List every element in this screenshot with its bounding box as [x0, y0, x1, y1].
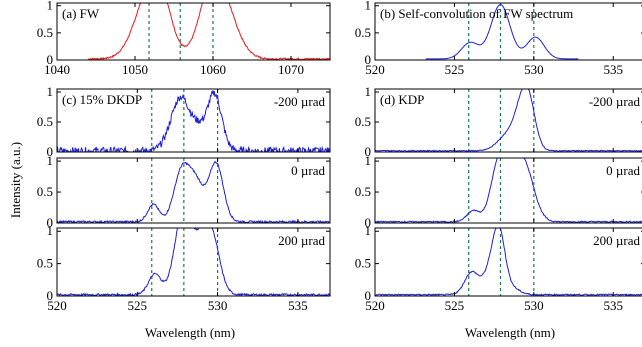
series-line-d1 [375, 89, 642, 152]
axes-frame-d2 [374, 157, 642, 224]
panel-b: 0 0.5 1 520 525 530 535 (b) Self-convolution of… [355, 0, 642, 77]
y-tick-label-a: 1 [47, 0, 54, 13]
y-tick-label-d2: 0.5 [355, 184, 371, 199]
panel-label-b: (b) Self-convolution of FW spectrum [380, 6, 573, 21]
y-tick-label-c3: 0 [47, 288, 54, 303]
y-tick-label-c3: 1 [47, 223, 54, 238]
axes-frame-c3 [56, 227, 331, 297]
y-tick-label-d3: 1 [365, 223, 372, 238]
y-tick-label-d2: 0 [365, 215, 372, 230]
x-tick-label-d3: 530 [524, 298, 544, 313]
axes-frame-c1 [56, 88, 331, 153]
y-tick-label-d3: 0 [365, 288, 372, 303]
x-tick-label-d3: 520 [365, 298, 385, 313]
axes-frame-a [56, 2, 331, 61]
panel-annotation-c2: 0 µrad [291, 163, 325, 178]
x-tick-label-c3: 535 [288, 298, 308, 313]
y-tick-label-a: 0.5 [37, 25, 53, 40]
series-line-b [425, 4, 579, 60]
panel-a: 0 0.5 1 1040 1050 1060 1070 (a) FW [37, 0, 331, 77]
y-tick-label-c2: 0 [47, 215, 54, 230]
x-tick-label-c3: 530 [208, 298, 228, 313]
panel-annotation-d1: -200 µrad [589, 94, 641, 109]
x-axis-label-right: Wavelength (nm) [465, 325, 555, 340]
panel-annotation-d3: 200 µrad [593, 233, 640, 248]
y-tick-label-c1: 0 [47, 144, 54, 159]
y-tick-label-c1: 0.5 [37, 114, 53, 129]
y-tick-label-c3: 0.5 [37, 256, 53, 271]
y-tick-label-b: 1 [365, 0, 372, 13]
panel-d1: 0 0.5 1 (d) KDP -200 µrad [355, 84, 642, 159]
x-tick-label-a: 1070 [278, 62, 304, 77]
series-line-c3 [57, 228, 330, 296]
panel-label-c1: (c) 15% DKDP [62, 92, 142, 107]
y-tick-label-d1: 0 [365, 144, 372, 159]
y-axis-label: Intensity (a.u.) [8, 142, 23, 218]
x-tick-label-d3: 535 [603, 298, 623, 313]
y-tick-label-d2: 1 [365, 153, 372, 168]
panel-annotation-c3: 200 µrad [278, 233, 325, 248]
panel-d3: 0 0.5 1 520 525 530 535 200 µrad [355, 223, 642, 313]
y-tick-label-c2: 1 [47, 153, 54, 168]
y-tick-label-d3: 0.5 [355, 256, 371, 271]
panel-annotation-c1: -200 µrad [274, 94, 326, 109]
x-tick-label-a: 1050 [122, 62, 148, 77]
y-tick-label-c1: 1 [47, 84, 54, 99]
series-line-a [88, 3, 330, 60]
x-tick-label-b: 520 [365, 62, 385, 77]
axes-frame-d3 [374, 227, 642, 297]
series-line-d3 [375, 228, 642, 296]
x-tick-label-a: 1040 [44, 62, 70, 77]
y-tick-label-c2: 0.5 [37, 184, 53, 199]
y-tick-label-b: 0 [365, 52, 372, 67]
series-line-d2 [375, 158, 642, 223]
series-line-c2 [57, 160, 330, 223]
axes-frame-b [374, 2, 642, 61]
axes-frame-c2 [56, 157, 331, 224]
panel-annotation-d2: 0 µrad [606, 163, 640, 178]
x-tick-label-b: 530 [524, 62, 544, 77]
panel-c2: 0 0.5 1 0 µrad [37, 153, 331, 230]
panel-label-a: (a) FW [62, 6, 100, 21]
x-tick-label-c3: 525 [128, 298, 148, 313]
x-tick-label-d3: 525 [445, 298, 465, 313]
panel-c3: 0 0.5 1 520 525 530 535 200 µrad [37, 223, 331, 313]
x-tick-label-b: 535 [603, 62, 623, 77]
panel-c1: 0 0.5 1 (c) 15% DKDP -200 µrad [37, 84, 331, 159]
panel-label-d1: (d) KDP [380, 92, 424, 107]
y-tick-label-b: 0.5 [355, 25, 371, 40]
axes-frame-d1 [374, 88, 642, 153]
y-tick-label-a: 0 [47, 52, 54, 67]
x-tick-label-c3: 520 [47, 298, 67, 313]
x-tick-label-a: 1060 [200, 62, 226, 77]
y-tick-label-d1: 1 [365, 84, 372, 99]
y-tick-label-d1: 0.5 [355, 114, 371, 129]
x-axis-label-left: Wavelength (nm) [145, 325, 235, 340]
x-tick-label-b: 525 [445, 62, 465, 77]
panel-d2: 0 0.5 1 0 µrad [355, 153, 642, 230]
series-line-c1 [57, 90, 330, 152]
